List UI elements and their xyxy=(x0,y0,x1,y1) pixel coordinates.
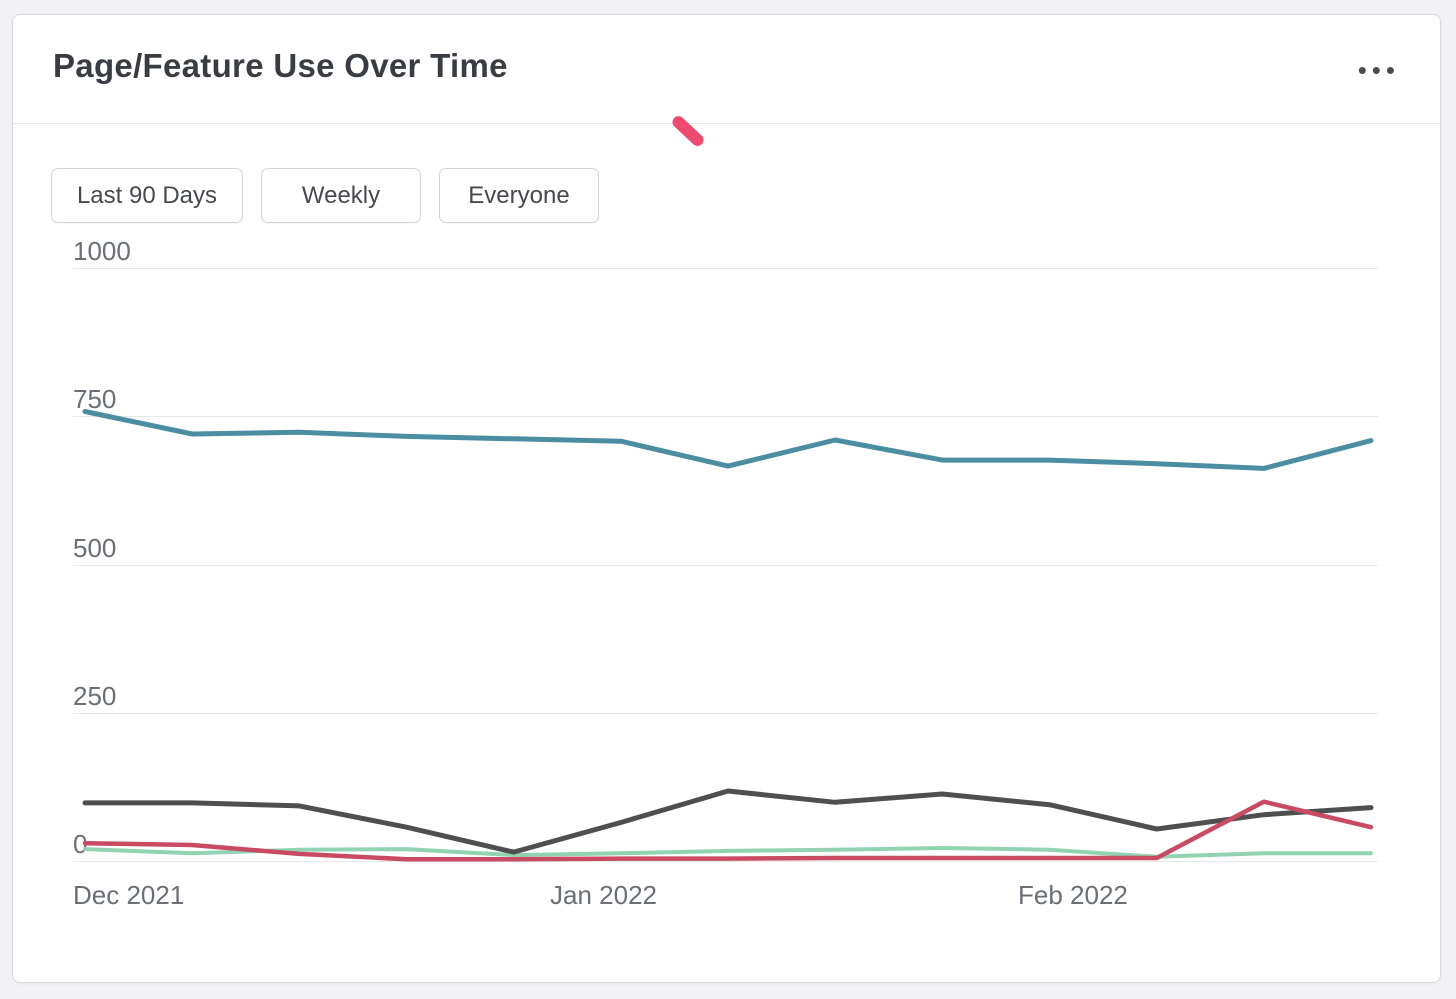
filter-date-range-button[interactable]: Last 90 Days xyxy=(51,168,243,223)
filter-bar: Last 90 Days Weekly Everyone xyxy=(51,168,599,223)
chart-card: Page/Feature Use Over Time ••• Last 90 D… xyxy=(12,14,1441,983)
card-header: Page/Feature Use Over Time ••• xyxy=(13,15,1440,124)
filter-granularity-button[interactable]: Weekly xyxy=(261,168,421,223)
card-title: Page/Feature Use Over Time xyxy=(53,47,508,84)
ellipsis-icon: ••• xyxy=(1357,55,1400,85)
filter-audience-button[interactable]: Everyone xyxy=(439,168,599,223)
more-options-button[interactable]: ••• xyxy=(1348,51,1410,89)
